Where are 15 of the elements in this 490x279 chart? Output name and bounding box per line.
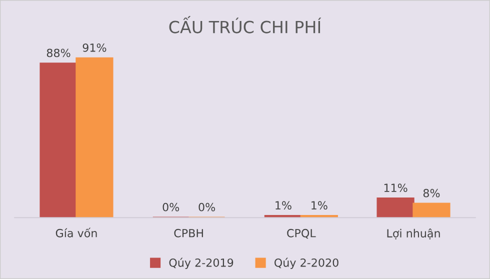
x-tick-label: Lợi nhuận — [387, 228, 440, 240]
data-label: 8% — [423, 188, 440, 198]
legend-label: Qúy 2-2019 — [169, 258, 234, 269]
data-label: 11% — [384, 184, 408, 192]
chart-title: CẤU TRÚC CHI PHÍ — [169, 16, 322, 34]
data-label: 0% — [198, 202, 216, 212]
legend-label: Qúy 2-2020 — [274, 258, 338, 269]
data-label: 88% — [46, 48, 70, 58]
data-label: 1% — [312, 201, 328, 210]
data-label: 1% — [276, 201, 292, 210]
data-label: 91% — [82, 43, 106, 52]
x-tick-label: CPBH — [174, 228, 203, 238]
data-label: 0% — [162, 202, 180, 212]
x-tick-label: Gía vốn — [56, 228, 97, 238]
x-tick-label: CPQL — [287, 228, 316, 239]
